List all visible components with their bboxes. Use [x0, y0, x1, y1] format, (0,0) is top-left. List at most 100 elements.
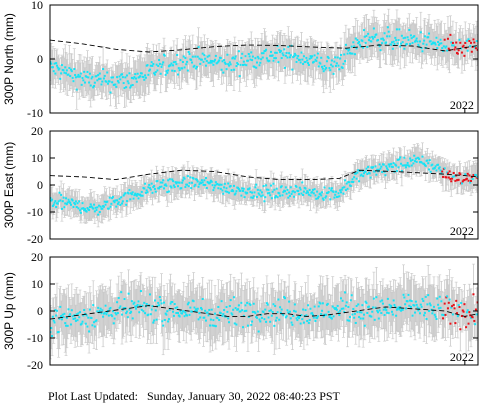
rapid-point	[443, 38, 446, 41]
final-point	[156, 180, 159, 183]
final-point	[129, 86, 132, 89]
final-point	[89, 203, 92, 206]
final-point	[81, 77, 84, 80]
final-point	[257, 192, 260, 195]
final-point	[258, 193, 261, 196]
final-point	[170, 62, 173, 65]
final-point	[240, 56, 243, 59]
final-point	[413, 154, 416, 157]
final-point	[400, 162, 403, 165]
final-point	[376, 168, 379, 171]
final-point	[261, 56, 264, 59]
final-point	[412, 162, 415, 165]
final-point	[97, 74, 100, 77]
final-point	[181, 67, 184, 70]
final-point	[362, 46, 365, 49]
final-point	[162, 187, 165, 190]
final-point	[134, 73, 137, 76]
final-point	[186, 175, 189, 178]
final-point	[51, 198, 54, 201]
final-point	[205, 186, 208, 189]
final-point	[373, 35, 376, 38]
final-point	[132, 77, 135, 80]
rapid-point	[447, 176, 450, 179]
final-point	[55, 64, 58, 67]
final-point	[103, 200, 106, 203]
final-point	[67, 198, 70, 201]
rapid-point	[453, 48, 456, 51]
final-point	[445, 45, 448, 48]
final-point	[251, 55, 254, 58]
final-point	[277, 61, 280, 64]
final-point	[135, 80, 138, 83]
final-point	[332, 190, 335, 193]
rapid-point	[451, 177, 454, 180]
final-point	[83, 209, 86, 212]
final-point	[167, 190, 170, 193]
final-point	[131, 84, 134, 87]
final-point	[354, 37, 357, 40]
final-point	[224, 62, 227, 65]
final-point	[74, 203, 77, 206]
final-point	[93, 85, 96, 88]
final-point	[365, 167, 368, 170]
final-point	[410, 37, 413, 40]
final-point	[424, 164, 427, 167]
final-point	[162, 61, 165, 64]
final-point	[288, 191, 291, 194]
final-point	[297, 193, 300, 196]
final-point	[238, 75, 241, 78]
final-point	[279, 194, 282, 197]
final-point	[89, 84, 92, 87]
final-point	[232, 184, 235, 187]
final-point	[334, 193, 337, 196]
final-point	[57, 200, 60, 203]
final-point	[366, 173, 369, 176]
final-point	[398, 28, 401, 31]
final-point	[169, 185, 172, 188]
final-point	[251, 196, 254, 199]
axes-frame	[49, 4, 479, 114]
final-point	[364, 41, 367, 44]
final-point	[307, 193, 310, 196]
final-point	[78, 200, 81, 203]
final-point	[176, 53, 179, 56]
final-point	[274, 196, 277, 199]
final-point	[410, 164, 413, 167]
final-point	[351, 52, 354, 55]
final-point	[380, 165, 383, 168]
final-point	[414, 39, 417, 42]
final-point	[106, 71, 109, 74]
final-point	[200, 179, 203, 182]
final-point	[154, 71, 157, 74]
final-point	[149, 68, 152, 71]
final-point	[58, 191, 61, 194]
final-point	[265, 57, 268, 60]
rapid-point	[456, 52, 459, 55]
final-point	[218, 183, 221, 186]
final-point	[53, 201, 56, 204]
final-point	[71, 199, 74, 202]
final-point	[55, 62, 58, 65]
final-point	[151, 64, 154, 67]
final-point	[282, 191, 285, 194]
final-point	[406, 36, 409, 39]
final-point	[234, 55, 237, 58]
final-point	[143, 187, 146, 190]
final-point	[198, 57, 201, 60]
final-point	[276, 45, 279, 48]
final-point	[382, 39, 385, 42]
final-point	[204, 57, 207, 60]
final-point	[305, 192, 308, 195]
final-point	[146, 191, 149, 194]
final-point	[109, 205, 112, 208]
final-point	[101, 207, 104, 210]
final-point	[434, 165, 437, 168]
final-point	[148, 183, 151, 186]
final-point	[123, 193, 126, 196]
final-point	[198, 183, 201, 186]
final-point	[155, 63, 158, 66]
final-point	[353, 176, 356, 179]
final-point	[65, 72, 68, 75]
final-point	[390, 41, 393, 44]
